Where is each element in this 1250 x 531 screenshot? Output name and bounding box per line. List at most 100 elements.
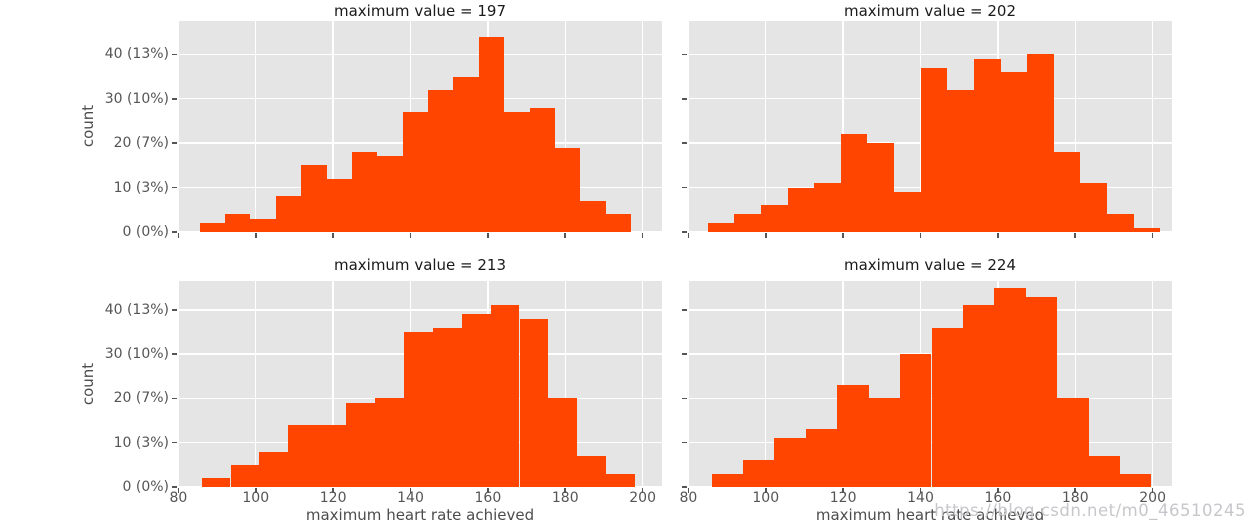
x-tick-mark (1151, 233, 1154, 238)
x-tick-mark (1074, 488, 1077, 493)
x-tick-mark (564, 488, 567, 493)
histogram-bar (1133, 227, 1161, 232)
x-tick-label: 80 (169, 490, 188, 506)
histogram-bar (606, 473, 636, 487)
histogram-bar (275, 196, 302, 232)
y-tick-mark (682, 97, 687, 100)
x-tick-mark (564, 233, 567, 238)
histogram-bar (1107, 214, 1134, 232)
histogram-bar (478, 36, 505, 232)
x-tick-label: 180 (551, 490, 579, 506)
histogram-bar (250, 218, 276, 232)
x-tick-mark (842, 233, 844, 238)
y-tick-mark (682, 486, 687, 488)
histogram-bar (230, 464, 260, 487)
x-tick-mark (919, 233, 922, 238)
histogram-bar (428, 89, 454, 232)
histogram-bar (259, 451, 289, 487)
x-tick-mark (254, 233, 257, 238)
x-gridline (178, 21, 180, 232)
x-tick-label: 140 (397, 490, 424, 506)
histogram-bar (402, 112, 429, 232)
y-tick-label: 40 (13%) (104, 301, 169, 318)
y-tick-mark (682, 308, 687, 311)
y-tick-mark (172, 353, 177, 355)
histogram-bar (504, 112, 530, 232)
histogram-bar (605, 214, 632, 232)
x-axis-label-right: maximum heart rate achieved (815, 506, 1045, 524)
y-tick-label: 30 (10%) (104, 346, 169, 363)
x-tick-label: 200 (629, 490, 656, 506)
y-tick-label: 10 (3%) (113, 179, 169, 196)
panel-title-bottom-right: maximum value = 224 (843, 256, 1017, 274)
histogram-bar (743, 460, 775, 487)
histogram-bar (301, 165, 327, 232)
histogram-bar (787, 187, 815, 232)
histogram-bar (931, 327, 963, 487)
x-tick-mark (177, 488, 180, 493)
x-gridline (255, 281, 257, 487)
histogram-panel-top-right (688, 21, 1172, 232)
histogram-bar (346, 402, 375, 487)
x-gridline (842, 281, 844, 487)
y-tick-label: 10 (3%) (113, 434, 169, 451)
x-tick-mark (997, 233, 999, 238)
histogram-bar (867, 143, 895, 232)
y-tick-label: 0 (0%) (122, 479, 170, 495)
x-gridline (332, 281, 334, 487)
x-tick-mark (409, 233, 412, 238)
histogram-bar (548, 398, 578, 487)
y-tick-mark (682, 353, 687, 355)
x-gridline (765, 21, 767, 232)
y-gridline (178, 98, 662, 100)
x-tick-mark (687, 233, 690, 238)
histogram-bar (199, 223, 226, 232)
y-tick-mark (172, 397, 177, 400)
histogram-bar (868, 398, 901, 487)
y-tick-mark (172, 142, 177, 144)
y-gridline (688, 309, 1172, 311)
histogram-bar (432, 327, 462, 487)
x-gridline (564, 281, 566, 487)
x-tick-mark (1074, 233, 1077, 238)
x-gridline (178, 281, 180, 487)
histogram-bar (375, 398, 404, 487)
y-tick-mark (682, 186, 687, 189)
y-gridline (688, 353, 1172, 355)
histogram-bar (814, 183, 841, 232)
x-tick-label: 80 (679, 490, 698, 506)
x-tick-mark (641, 488, 644, 493)
histogram-bar (994, 287, 1026, 487)
x-tick-label: 100 (752, 490, 780, 506)
histogram-bar (973, 58, 1001, 232)
histogram-bar (580, 200, 606, 232)
y-tick-mark (682, 142, 687, 144)
x-gridline (688, 281, 690, 487)
x-tick-label: 160 (474, 490, 502, 506)
x-gridline (842, 21, 844, 232)
histogram-bar (900, 354, 932, 487)
histogram-bar (377, 156, 403, 232)
x-gridline (255, 21, 257, 232)
histogram-bar (490, 305, 520, 487)
x-gridline (1074, 21, 1076, 232)
histogram-bar (1025, 296, 1058, 487)
y-tick-mark (682, 231, 687, 233)
histogram-bar (947, 89, 974, 232)
y-tick-label: 30 (10%) (104, 90, 169, 107)
y-tick-mark (172, 486, 177, 488)
x-tick-mark (254, 488, 257, 493)
y-tick-mark (172, 97, 177, 100)
x-tick-mark (687, 488, 690, 493)
histogram-bar (840, 134, 868, 232)
x-tick-label: 140 (907, 490, 934, 506)
y-tick-mark (172, 231, 177, 233)
histogram-bar (554, 147, 581, 232)
x-gridline (641, 281, 644, 487)
x-tick-mark (919, 488, 922, 493)
x-tick-mark (997, 488, 999, 493)
x-tick-mark (332, 488, 334, 493)
y-tick-mark (172, 308, 177, 311)
y-tick-label: 0 (0%) (122, 224, 170, 240)
